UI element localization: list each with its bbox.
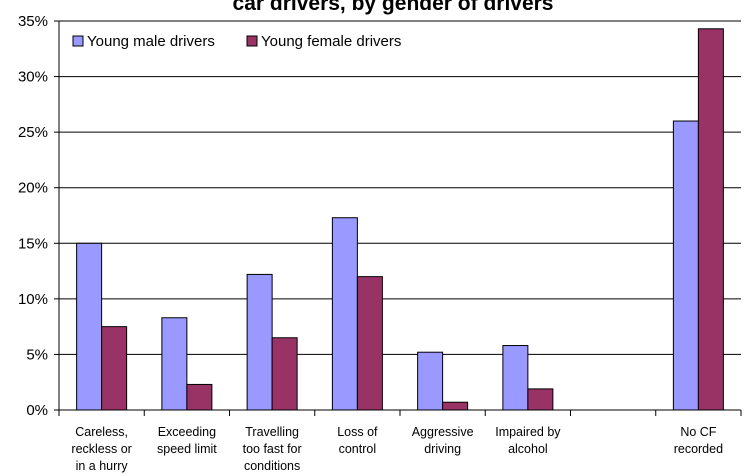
bar <box>101 326 128 411</box>
legend-label: Young female drivers <box>261 33 401 50</box>
legend: Young male drivers Young female drivers <box>72 33 401 50</box>
chart-title: car drivers, by gender of drivers <box>233 0 554 15</box>
y-tick-label: 15% <box>18 235 48 252</box>
x-tick-label: in a hurry <box>76 459 129 473</box>
x-tick-label: control <box>339 442 377 456</box>
y-tick-label: 25% <box>18 124 48 141</box>
bars <box>76 28 724 411</box>
bar <box>442 401 469 411</box>
y-tick-label: 30% <box>18 69 48 86</box>
bar <box>417 351 444 411</box>
x-axis: Careless, reckless or in a hurry Exceeding s… <box>58 409 742 473</box>
bar <box>186 383 213 411</box>
x-tick-label: Loss of <box>337 425 378 439</box>
bar <box>331 217 358 411</box>
y-tick-label: 0% <box>26 402 48 419</box>
bar <box>672 120 699 411</box>
x-tick-label: conditions <box>244 459 300 473</box>
x-tick-label: alcohol <box>508 442 548 456</box>
bar <box>527 388 554 411</box>
legend-swatch <box>72 35 84 47</box>
bar <box>697 28 724 411</box>
x-tick-label: speed limit <box>157 442 217 456</box>
x-tick-label: too fast for <box>243 442 302 456</box>
bar <box>502 345 529 411</box>
x-tick-label: Impaired by <box>495 425 561 439</box>
x-tick-label: Aggressive <box>412 425 474 439</box>
x-tick-label: No CF <box>680 425 716 439</box>
legend-label: Young male drivers <box>87 33 215 50</box>
x-tick-label: Careless, <box>75 425 128 439</box>
bar <box>271 337 298 411</box>
y-axis: 0% 5% 10% 15% 20% 25% 30% 35% <box>18 13 741 419</box>
y-tick-label: 10% <box>18 291 48 308</box>
bar <box>356 276 383 411</box>
bar <box>246 273 273 411</box>
x-tick-label: reckless or <box>71 442 131 456</box>
x-tick-label: recorded <box>674 442 723 456</box>
bar <box>161 317 188 411</box>
bar <box>76 242 103 411</box>
x-tick-label: Travelling <box>245 425 299 439</box>
y-tick-label: 5% <box>26 346 48 363</box>
y-tick-label: 20% <box>18 180 48 197</box>
y-tick-label: 35% <box>18 13 48 30</box>
x-tick-label: driving <box>424 442 461 456</box>
x-tick-label: Exceeding <box>158 425 216 439</box>
legend-swatch <box>246 35 258 47</box>
